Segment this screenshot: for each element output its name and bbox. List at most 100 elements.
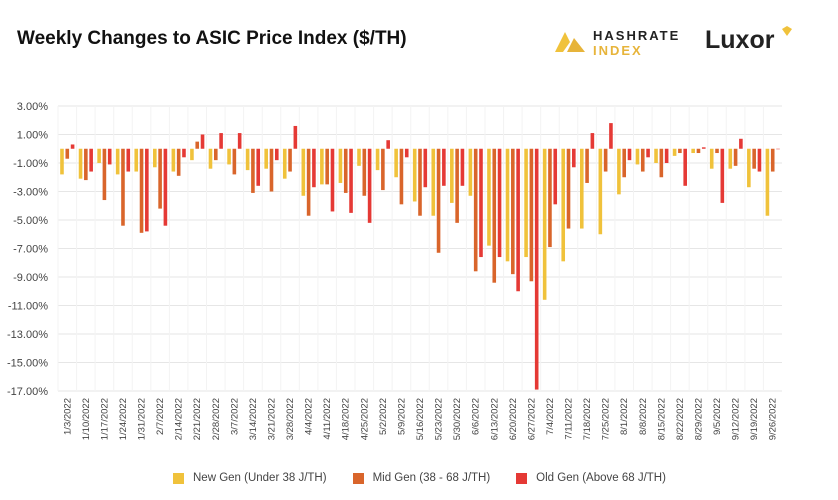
x-tick-label: 1/24/2022 <box>118 398 129 440</box>
bar-new-gen <box>691 148 695 154</box>
x-tick-label: 8/1/2022 <box>619 398 630 435</box>
bar-new-gen <box>97 148 101 163</box>
bar-new-gen <box>561 148 566 262</box>
x-tick-label: 8/15/2022 <box>656 398 667 440</box>
hashrate-index-logo: HASHRATE INDEX <box>553 26 678 58</box>
y-tick-label: -13.00% <box>7 329 48 341</box>
bar-old-gen <box>664 148 669 163</box>
bar-new-gen <box>412 148 417 202</box>
bar-old-gen <box>442 148 446 186</box>
legend-label-new-gen: New Gen (Under 38 J/TH) <box>193 472 327 484</box>
legend-swatch-old-gen <box>516 472 528 484</box>
x-tick-label: 4/11/2022 <box>322 398 333 440</box>
x-tick-label: 3/7/2022 <box>229 398 240 435</box>
bar-old-gen <box>274 148 279 161</box>
y-tick-label: -11.00% <box>8 301 48 313</box>
bar-mid-gen <box>566 148 571 229</box>
x-tick-label: 1/10/2022 <box>81 398 92 440</box>
bar-mid-gen <box>232 148 237 175</box>
x-tick-label: 8/8/2022 <box>638 398 649 435</box>
hashrate-logo-icon <box>555 32 585 52</box>
x-tick-label: 1/31/2022 <box>137 398 148 440</box>
legend-item-mid-gen: Mid Gen (38 - 68 J/TH) <box>352 472 490 484</box>
legend-swatch-new-gen <box>173 472 184 484</box>
bar-mid-gen <box>325 148 329 185</box>
x-tick-label: 7/18/2022 <box>582 398 593 440</box>
bar-mid-gen <box>84 148 88 181</box>
legend-swatch-mid-gen <box>352 472 364 484</box>
bar-new-gen <box>468 148 473 196</box>
bar-old-gen <box>720 148 725 203</box>
x-tick-label: 6/13/2022 <box>489 398 500 440</box>
x-tick-label: 9/5/2022 <box>712 398 723 435</box>
bar-mid-gen <box>251 148 255 193</box>
bar-mid-gen <box>418 148 422 216</box>
y-tick-label: -17.00% <box>7 386 48 398</box>
x-tick-label: 7/11/2022 <box>564 398 575 440</box>
bar-new-gen <box>227 148 231 165</box>
bar-new-gen <box>654 148 658 163</box>
bar-mid-gen <box>65 148 70 159</box>
bar-chart: 3.00% 1.00% -1.00% -3.00% -5.00% -7.00% -9.00%… <box>7 101 782 440</box>
bar-mid-gen <box>696 148 701 154</box>
legend-item-new-gen: New Gen (Under 38 J/TH) <box>173 472 327 484</box>
x-tick-label: 4/18/2022 <box>341 398 352 440</box>
bar-new-gen <box>208 148 213 169</box>
bar-mid-gen <box>733 148 738 166</box>
bar-old-gen <box>312 148 316 188</box>
bar-new-gen <box>431 148 436 216</box>
bar-old-gen <box>646 148 650 158</box>
bar-mid-gen <box>752 148 756 169</box>
bar-mid-gen <box>306 148 311 216</box>
bar-new-gen <box>672 148 677 156</box>
x-tick-label: 6/6/2022 <box>471 398 482 435</box>
x-tick-label: 3/14/2022 <box>248 398 259 440</box>
bar-mid-gen <box>102 148 107 201</box>
bar-old-gen <box>182 148 186 158</box>
bar-new-gen <box>375 148 380 171</box>
x-tick-label: 9/12/2022 <box>731 398 742 440</box>
legend-label-old-gen: Old Gen (Above 68 J/TH) <box>536 472 666 484</box>
bar-mid-gen <box>548 148 552 248</box>
bar-old-gen <box>256 148 261 186</box>
bar-new-gen <box>301 148 306 196</box>
bar-new-gen <box>450 148 454 203</box>
bar-new-gen <box>357 148 361 166</box>
bar-mid-gen <box>269 148 274 192</box>
bar-old-gen <box>701 147 706 149</box>
bar-new-gen <box>709 148 714 169</box>
bar-mid-gen <box>455 148 459 223</box>
y-tick-label: -15.00% <box>7 358 48 370</box>
bar-old-gen <box>627 148 632 161</box>
bar-new-gen <box>542 148 547 300</box>
bar-new-gen <box>394 148 398 178</box>
y-tick-label: -1.00% <box>13 158 48 170</box>
bar-new-gen <box>617 148 621 195</box>
bar-mid-gen <box>715 148 719 154</box>
x-tick-label: 8/29/2022 <box>693 398 704 440</box>
x-tick-label: 5/23/2022 <box>434 398 445 440</box>
bar-old-gen <box>553 148 558 205</box>
bar-mid-gen <box>121 148 125 226</box>
bar-mid-gen <box>473 148 478 272</box>
bar-mid-gen <box>640 148 645 172</box>
x-tick-label: 1/17/2022 <box>99 398 110 440</box>
brand-luxor: Luxor <box>705 26 775 54</box>
bar-new-gen <box>505 148 510 262</box>
bar-old-gen <box>534 148 539 390</box>
x-tick-label: 6/20/2022 <box>508 398 519 440</box>
brand-hashrate-line2: INDEX <box>593 43 643 58</box>
bar-old-gen <box>367 148 372 223</box>
luxor-logo: Luxor <box>705 26 792 55</box>
bar-old-gen <box>497 148 502 258</box>
bar-new-gen <box>171 148 176 172</box>
bar-old-gen <box>349 148 353 213</box>
brand-hashrate-line1: HASHRATE <box>593 28 681 43</box>
bar-new-gen <box>60 148 64 175</box>
bar-old-gen <box>200 134 205 149</box>
bar-old-gen <box>145 148 149 232</box>
x-tick-label: 2/14/2022 <box>174 398 185 440</box>
x-tick-label: 2/28/2022 <box>211 398 222 440</box>
bar-old-gen <box>330 148 335 212</box>
bar-old-gen <box>590 133 595 149</box>
